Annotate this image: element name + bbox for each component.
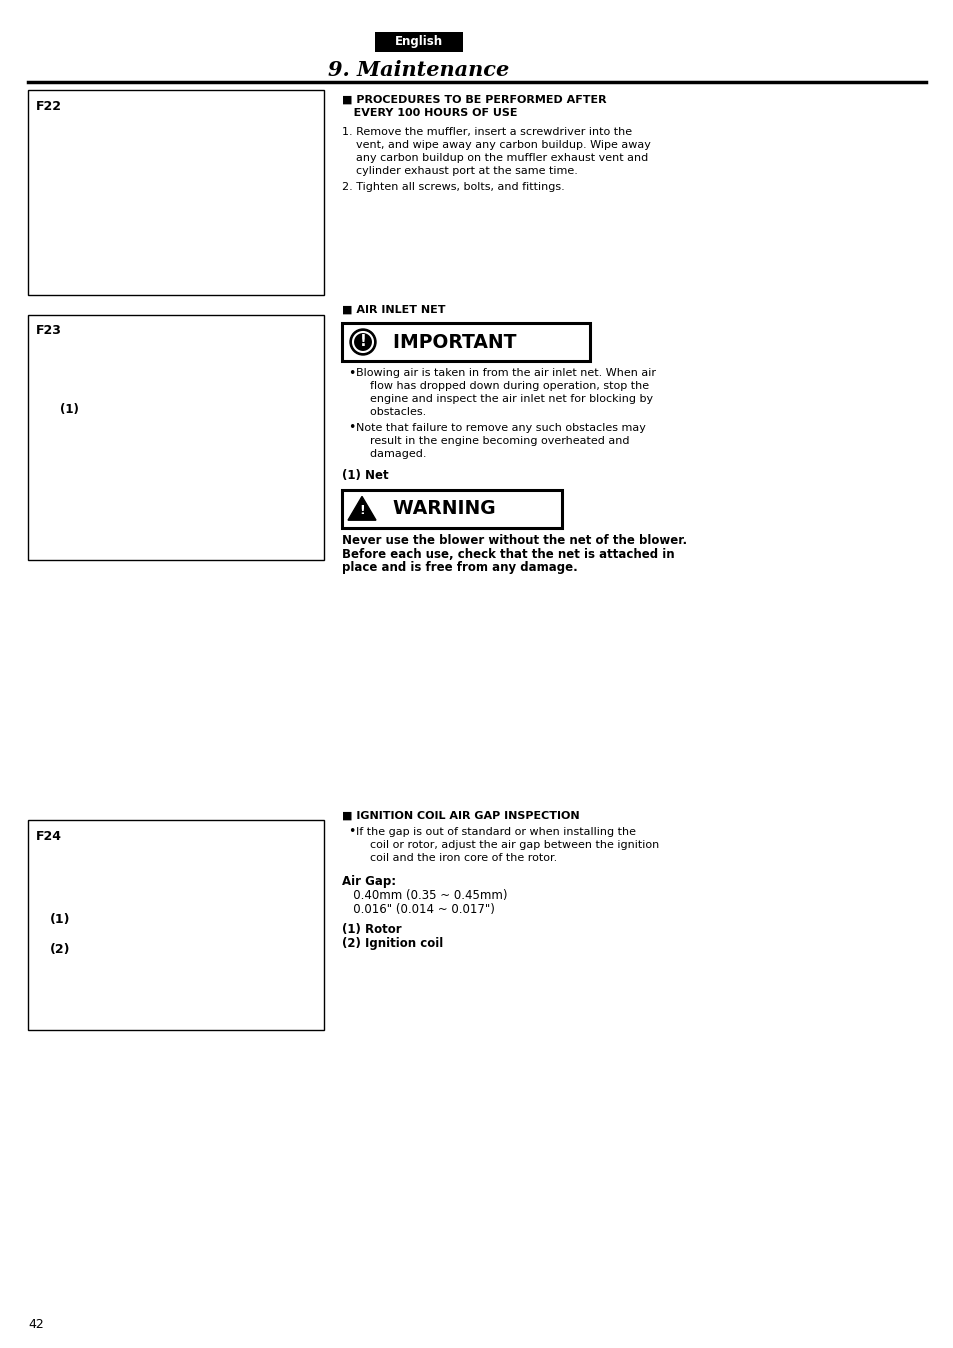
Text: (1): (1) bbox=[60, 403, 79, 417]
Polygon shape bbox=[348, 496, 375, 520]
Text: •: • bbox=[348, 825, 355, 838]
Bar bbox=[375, 32, 462, 53]
Text: obstacles.: obstacles. bbox=[355, 407, 426, 417]
Text: (1) Net: (1) Net bbox=[341, 469, 388, 481]
Bar bbox=[28, 315, 324, 559]
Text: 0.016" (0.014 ~ 0.017"): 0.016" (0.014 ~ 0.017") bbox=[341, 903, 495, 915]
Text: IMPORTANT: IMPORTANT bbox=[379, 333, 516, 352]
Text: place and is free from any damage.: place and is free from any damage. bbox=[341, 562, 578, 574]
Text: coil and the iron core of the rotor.: coil and the iron core of the rotor. bbox=[355, 853, 557, 863]
Text: F23: F23 bbox=[36, 325, 62, 337]
Text: Air Gap:: Air Gap: bbox=[341, 875, 395, 887]
Circle shape bbox=[353, 332, 373, 352]
Text: (2) Ignition coil: (2) Ignition coil bbox=[341, 937, 443, 949]
Text: !: ! bbox=[359, 334, 366, 349]
Text: Note that failure to remove any such obstacles may: Note that failure to remove any such obs… bbox=[355, 423, 645, 433]
Circle shape bbox=[350, 329, 375, 355]
Text: ■ AIR INLET NET: ■ AIR INLET NET bbox=[341, 305, 445, 315]
Text: 42: 42 bbox=[28, 1318, 44, 1332]
Text: ■ IGNITION COIL AIR GAP INSPECTION: ■ IGNITION COIL AIR GAP INSPECTION bbox=[341, 811, 579, 821]
Text: •: • bbox=[348, 367, 355, 380]
Text: Blowing air is taken in from the air inlet net. When air: Blowing air is taken in from the air inl… bbox=[355, 368, 656, 377]
Text: vent, and wipe away any carbon buildup. Wipe away: vent, and wipe away any carbon buildup. … bbox=[341, 140, 650, 150]
Bar bbox=[341, 491, 561, 528]
Text: If the gap is out of standard or when installing the: If the gap is out of standard or when in… bbox=[355, 828, 636, 837]
Text: any carbon buildup on the muffler exhaust vent and: any carbon buildup on the muffler exhaus… bbox=[341, 154, 648, 163]
Text: 1. Remove the muffler, insert a screwdriver into the: 1. Remove the muffler, insert a screwdri… bbox=[341, 127, 632, 137]
Text: EVERY 100 HOURS OF USE: EVERY 100 HOURS OF USE bbox=[341, 108, 517, 119]
Text: !: ! bbox=[358, 504, 364, 516]
Text: damaged.: damaged. bbox=[355, 449, 426, 460]
Text: (1) Rotor: (1) Rotor bbox=[341, 922, 401, 936]
Text: 0.40mm (0.35 ~ 0.45mm): 0.40mm (0.35 ~ 0.45mm) bbox=[341, 888, 507, 902]
Text: (1): (1) bbox=[50, 914, 71, 926]
Text: Never use the blower without the net of the blower.: Never use the blower without the net of … bbox=[341, 534, 686, 546]
Text: 2. Tighten all screws, bolts, and fittings.: 2. Tighten all screws, bolts, and fittin… bbox=[341, 182, 564, 191]
Text: ■ PROCEDURES TO BE PERFORMED AFTER: ■ PROCEDURES TO BE PERFORMED AFTER bbox=[341, 94, 606, 105]
Text: WARNING: WARNING bbox=[379, 500, 496, 519]
Text: •: • bbox=[348, 422, 355, 434]
Text: engine and inspect the air inlet net for blocking by: engine and inspect the air inlet net for… bbox=[355, 394, 653, 404]
Text: coil or rotor, adjust the air gap between the ignition: coil or rotor, adjust the air gap betwee… bbox=[355, 840, 659, 851]
Text: cylinder exhaust port at the same time.: cylinder exhaust port at the same time. bbox=[341, 166, 578, 177]
Bar bbox=[28, 90, 324, 295]
Text: F24: F24 bbox=[36, 829, 62, 842]
Text: 9. Maintenance: 9. Maintenance bbox=[328, 61, 509, 80]
Text: English: English bbox=[395, 35, 442, 49]
Bar bbox=[341, 324, 589, 361]
Text: F22: F22 bbox=[36, 100, 62, 112]
Text: (2): (2) bbox=[50, 944, 71, 957]
Text: flow has dropped down during operation, stop the: flow has dropped down during operation, … bbox=[355, 381, 648, 391]
Bar bbox=[28, 820, 324, 1030]
Text: result in the engine becoming overheated and: result in the engine becoming overheated… bbox=[355, 435, 629, 446]
Text: Before each use, check that the net is attached in: Before each use, check that the net is a… bbox=[341, 547, 674, 561]
